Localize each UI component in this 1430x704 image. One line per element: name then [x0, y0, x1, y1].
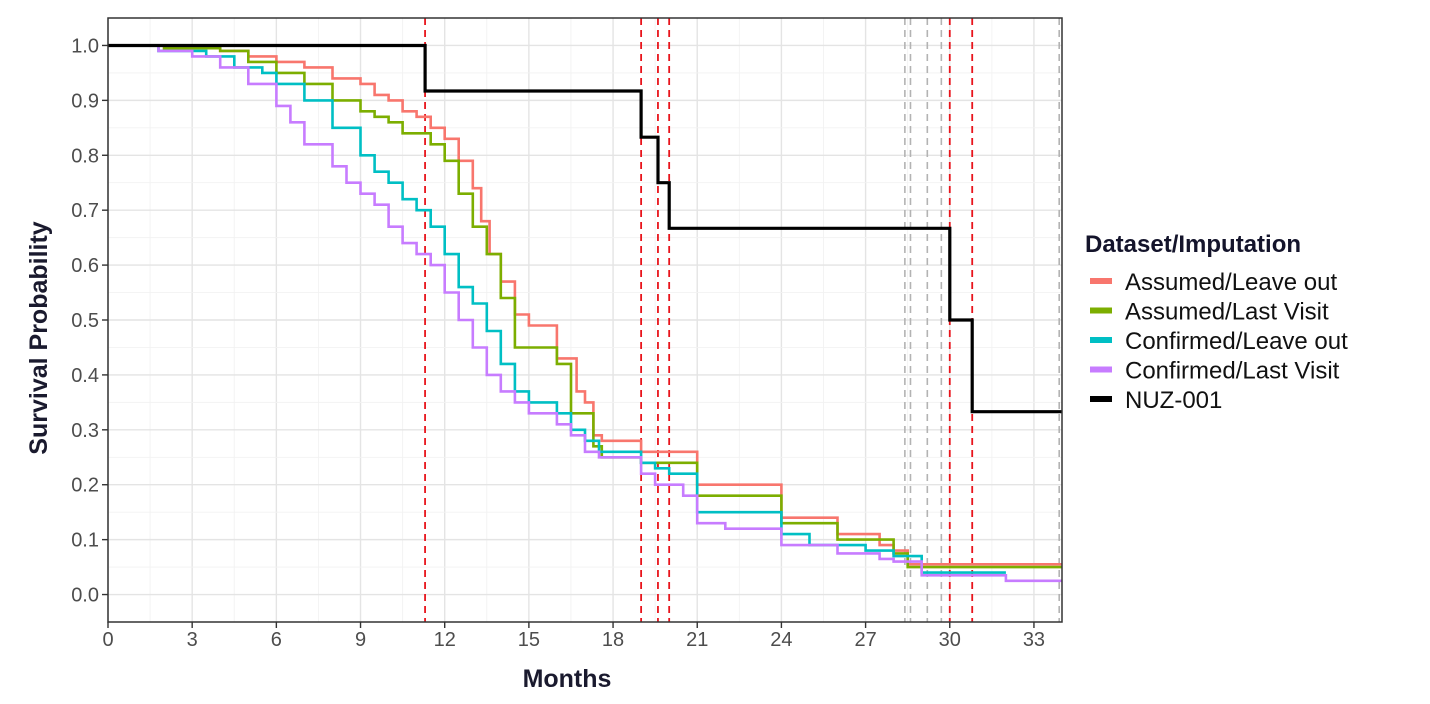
x-tick-label: 27 [854, 629, 876, 651]
y-tick-label: 1.0 [71, 35, 99, 57]
x-tick-label: 18 [602, 629, 624, 651]
y-tick-label: 0.6 [71, 255, 99, 277]
y-tick-label: 0.3 [71, 420, 99, 442]
legend-label: Confirmed/Leave out [1125, 328, 1348, 355]
legend-label: Confirmed/Last Visit [1125, 358, 1340, 385]
x-tick-label: 15 [518, 629, 540, 651]
x-axis-title: Months [523, 665, 612, 693]
x-tick-label: 30 [939, 629, 961, 651]
y-tick-label: 0.5 [71, 310, 99, 332]
y-axis-title: Survival Probability [25, 221, 53, 455]
y-tick-label: 0.9 [71, 90, 99, 112]
legend-label: NUZ-001 [1125, 387, 1222, 414]
series-line-assumed-leave-out [108, 44, 1062, 566]
x-tick-label: 12 [434, 629, 456, 651]
y-tick-label: 0.4 [71, 365, 99, 387]
y-tick-label: 0.2 [71, 475, 99, 497]
legend-label: Assumed/Last Visit [1125, 299, 1329, 326]
x-tick-label: 3 [187, 629, 198, 651]
x-tick-label: 0 [102, 629, 113, 651]
series-line-nuz-001 [108, 43, 1062, 414]
legend: Dataset/Imputation Assumed/Leave out Assu… [1085, 231, 1348, 414]
x-tick-label: 24 [770, 629, 792, 651]
x-axis: 0 3 6 9 12 15 18 21 24 27 30 33 [102, 622, 1045, 651]
y-tick-label: 0.1 [71, 530, 99, 552]
legend-label: Assumed/Leave out [1125, 269, 1337, 296]
legend-title: Dataset/Imputation [1085, 231, 1301, 258]
series-layer [108, 43, 1062, 583]
x-tick-label: 21 [686, 629, 708, 651]
y-axis: 0.0 0.1 0.2 0.3 0.4 0.5 0.6 0.7 0.8 0.9 1.0 [71, 35, 108, 607]
x-tick-label: 33 [1023, 629, 1045, 651]
series-line-confirmed-last-visit [108, 44, 1062, 583]
x-tick-label: 9 [355, 629, 366, 651]
x-tick-label: 6 [271, 629, 282, 651]
y-tick-label: 0.8 [71, 145, 99, 167]
y-tick-label: 0.0 [71, 585, 99, 607]
y-tick-label: 0.7 [71, 200, 99, 222]
